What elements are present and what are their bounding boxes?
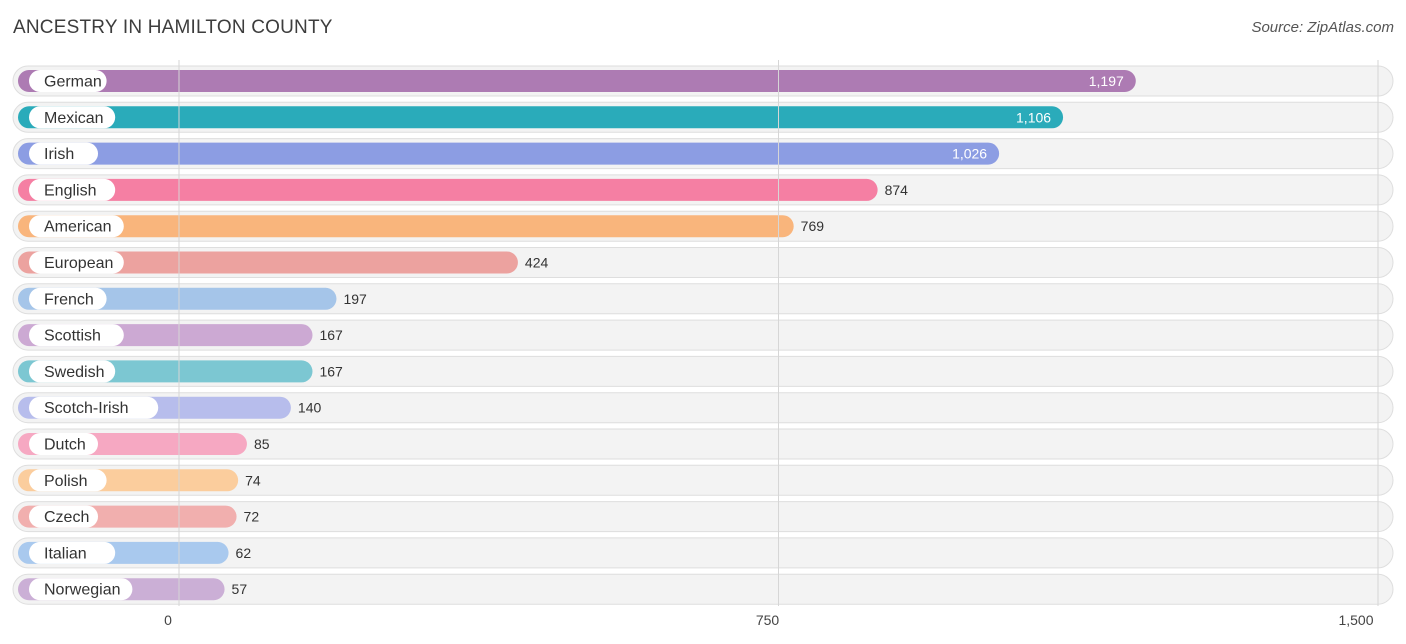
x-tick-label: 1,500 [1338,612,1373,628]
bar [18,215,794,238]
value-label: 72 [244,509,260,525]
value-label: 769 [801,218,825,234]
category-label: Dutch [44,437,86,454]
category-pill [29,215,124,238]
x-tick-label: 750 [756,612,780,628]
category-pill [29,70,107,92]
value-label: 1,197 [1089,73,1124,89]
bar [18,70,1136,92]
bar-rows: German 1,197 Mexican 1,106 Irish 1,026 English… [12,65,1394,605]
bar-track [12,501,1394,533]
value-label: 1,106 [1016,109,1051,125]
bar-row: Scottish 167 [12,319,1394,351]
category-label: Mexican [44,110,104,127]
value-label: 167 [319,327,343,343]
bar-row: European 424 [12,247,1394,278]
value-label: 424 [525,255,549,271]
bar-track [12,392,1394,424]
category-label: French [44,291,94,308]
value-label: 62 [236,545,252,561]
category-label: English [44,182,96,199]
category-label: Czech [44,509,89,526]
bar-row: Norwegian 57 [12,573,1394,605]
bar-track [12,573,1394,605]
category-pill [29,360,116,383]
bar-track [12,283,1394,315]
bar-row: Mexican 1,106 [12,101,1394,133]
value-label: 140 [298,400,322,416]
bar-row: Irish 1,026 [12,138,1394,170]
bar [18,178,878,201]
category-label: Scottish [44,328,101,345]
category-label: German [44,74,102,91]
category-label: Polish [44,473,88,490]
bar-row: French 197 [12,283,1394,315]
category-pill [29,251,124,274]
category-label: Scotch-Irish [44,400,128,417]
category-pill [29,505,98,528]
value-label: 57 [232,581,248,597]
bar-track [12,428,1394,460]
chart-title: ANCESTRY IN HAMILTON COUNTY [13,17,333,38]
bar-row: Dutch 85 [12,428,1394,460]
category-pill [29,433,98,455]
value-label: 167 [319,363,343,379]
category-label: Irish [44,146,74,163]
category-pill [29,396,159,419]
category-pill [29,106,116,129]
bar-row: Polish 74 [12,464,1394,496]
category-label: Swedish [44,364,104,381]
category-label: Norwegian [44,582,120,599]
category-pill [29,541,116,564]
value-label: 85 [254,436,270,452]
category-pill [29,142,98,165]
category-pill [29,324,124,347]
bar-row: Scotch-Irish 140 [12,392,1394,424]
value-label: 874 [885,182,909,198]
x-tick-label: 0 [164,612,172,628]
source-label: Source: ZipAtlas.com [1251,19,1394,36]
bar [18,142,1000,165]
bar-row: English 874 [12,174,1394,206]
bar-track [12,537,1394,569]
category-pill [29,578,133,601]
category-label: European [44,255,113,272]
category-pill [29,287,107,310]
bar-track [12,355,1394,387]
bar-row: Czech 72 [12,501,1394,533]
value-label: 74 [245,472,261,488]
category-label: Italian [44,545,87,562]
category-pill [29,469,107,492]
value-label: 1,026 [952,146,987,162]
bar-row: Swedish 167 [12,355,1394,387]
bar-track [12,464,1394,496]
bar-row: American 769 [12,210,1394,242]
bar-row: German 1,197 [12,65,1394,97]
value-label: 197 [343,291,367,307]
bar [18,106,1064,129]
category-label: American [44,219,112,236]
gridlines [178,60,1379,606]
bar [18,251,518,274]
bar-track [12,319,1394,351]
bar-row: Italian 62 [12,537,1394,569]
category-pill [29,178,116,201]
